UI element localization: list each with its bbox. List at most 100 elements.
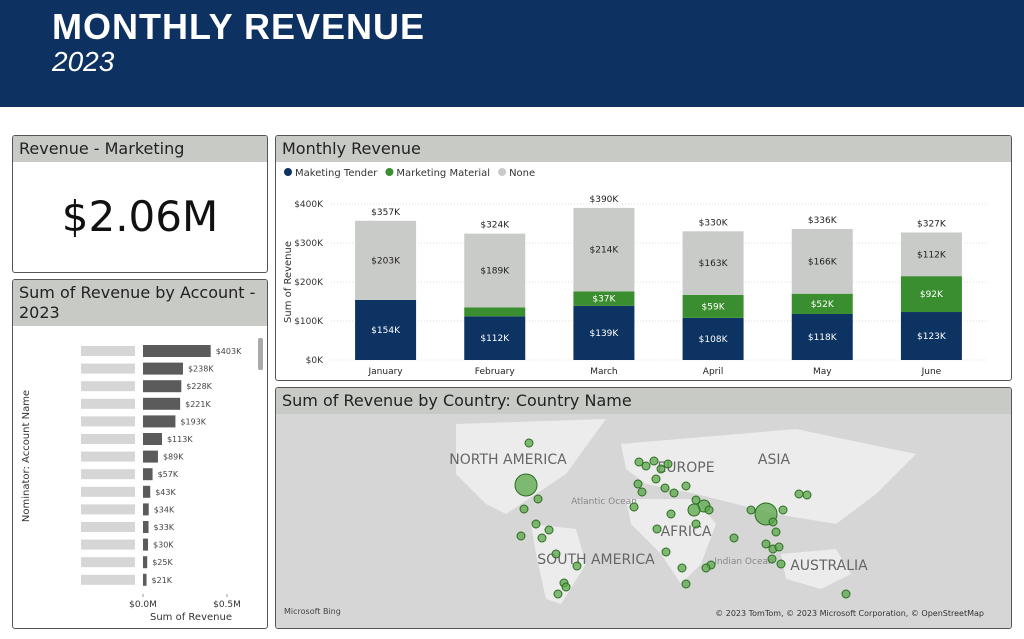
header: MONTHLY REVENUE 2023 <box>0 0 1024 107</box>
map-bubble <box>704 505 714 515</box>
monthly-chart: Maketing Tender Marketing Material None Sum… <box>283 168 986 377</box>
total-label: $390K <box>590 195 620 205</box>
x-tick-label: $0.5M <box>213 600 241 610</box>
total-label: $330K <box>699 218 729 228</box>
data-label: $89K <box>163 453 184 462</box>
legend-marker <box>284 168 292 176</box>
bar-segment <box>464 233 526 308</box>
bar-segment <box>791 228 853 294</box>
bar-segment <box>573 291 635 306</box>
legend-marker <box>385 168 394 176</box>
total-label: $324K <box>480 221 510 231</box>
map-label: NORTH AMERICA <box>449 452 567 468</box>
map-bubble <box>663 459 673 469</box>
data-label: $238K <box>188 365 214 374</box>
map-bubble <box>514 473 538 497</box>
data-label: $214K <box>590 246 620 256</box>
bar-segment <box>682 317 744 360</box>
map-bubble <box>691 519 701 529</box>
map-bubble <box>652 524 662 534</box>
map-bubble <box>533 494 543 504</box>
map-bubble <box>666 509 676 519</box>
map-bubble <box>669 488 679 498</box>
map-logo: Microsoft Bing <box>284 607 341 616</box>
bar <box>143 345 211 357</box>
map-bubble <box>794 489 804 499</box>
blurred-name <box>81 381 135 392</box>
map-bubble <box>729 533 739 543</box>
map-bubble <box>841 589 851 599</box>
bar <box>143 450 158 463</box>
map-bubble <box>776 559 786 569</box>
data-label: $108K <box>699 335 729 345</box>
data-label: $118K <box>808 333 838 343</box>
y-tick-label: $0K <box>306 356 324 366</box>
bar-segment <box>791 313 853 360</box>
blurred-name <box>81 398 135 409</box>
map-attribution: © 2023 TomTom, © 2023 Microsoft Corporat… <box>715 609 984 618</box>
map-bubble <box>637 487 647 497</box>
x-axis-title: Sum of Revenue <box>150 612 232 623</box>
data-label: $221K <box>185 400 211 409</box>
data-label: $59K <box>702 302 726 312</box>
map-bubble <box>516 531 526 541</box>
data-label: $30K <box>153 541 174 550</box>
data-label: $25K <box>152 558 173 567</box>
map-bubble <box>634 457 644 467</box>
bar-segment <box>464 316 526 360</box>
y-axis-title: Sum of Revenue <box>283 241 294 323</box>
bar-segment <box>355 220 417 300</box>
map-bubble <box>649 456 659 466</box>
map-bubbles <box>514 438 851 599</box>
data-label: $123K <box>917 332 947 342</box>
map-bubble <box>701 563 711 573</box>
map-label: SOUTH AMERICA <box>537 552 655 568</box>
data-label: $21K <box>152 576 173 585</box>
bar <box>143 485 151 498</box>
bar <box>143 521 149 533</box>
map-bubble <box>551 549 561 559</box>
map-label: ASIA <box>758 452 791 468</box>
data-label: $228K <box>186 382 212 391</box>
x-tick-label: February <box>475 367 516 377</box>
bar <box>143 538 149 551</box>
legend-marker <box>498 168 507 176</box>
data-label: $112K <box>917 250 947 260</box>
map-bubble <box>524 438 534 448</box>
data-label: $33K <box>154 523 175 532</box>
y-tick-label: $300K <box>294 239 324 249</box>
map-bubble <box>561 582 571 592</box>
kpi-title: Revenue - Marketing <box>13 136 267 162</box>
account-chart: Nominator: Account Name $403K$238K $228K $2… <box>21 338 263 623</box>
bar <box>143 397 181 410</box>
data-label: $166K <box>808 257 838 267</box>
data-label: $203K <box>371 256 401 266</box>
bar <box>143 433 162 445</box>
data-label: $403K <box>216 347 242 356</box>
map-bubble <box>553 589 563 599</box>
map-bubble <box>778 505 788 515</box>
bar <box>143 380 182 393</box>
map-card: Sum of Revenue by Country: Country Name … <box>275 387 1012 629</box>
x-tick-label: January <box>368 367 404 377</box>
map-bubble <box>681 481 691 491</box>
y-tick-label: $400K <box>294 200 324 210</box>
map-bubble <box>651 474 661 484</box>
map-bubble <box>771 527 781 537</box>
map-bubble <box>802 490 812 500</box>
legend-label: Marketing Material <box>396 168 490 179</box>
data-label: $154K <box>371 326 401 336</box>
kpi-value: $2.06M <box>61 192 219 241</box>
map-bubble <box>746 505 756 515</box>
bar-segment <box>900 232 962 277</box>
map-bubble <box>519 504 529 514</box>
map-bubble <box>681 579 691 589</box>
x-tick-label: June <box>921 367 942 377</box>
data-label: $193K <box>180 417 206 426</box>
map-bubble <box>629 502 639 512</box>
account-card: Sum of Revenue by Account - 2023 Nominat… <box>12 279 268 629</box>
blurred-name <box>81 434 135 444</box>
blurred-name <box>81 469 135 480</box>
x-tick-label: $0.0M <box>129 600 157 610</box>
bar-segment <box>791 293 853 314</box>
